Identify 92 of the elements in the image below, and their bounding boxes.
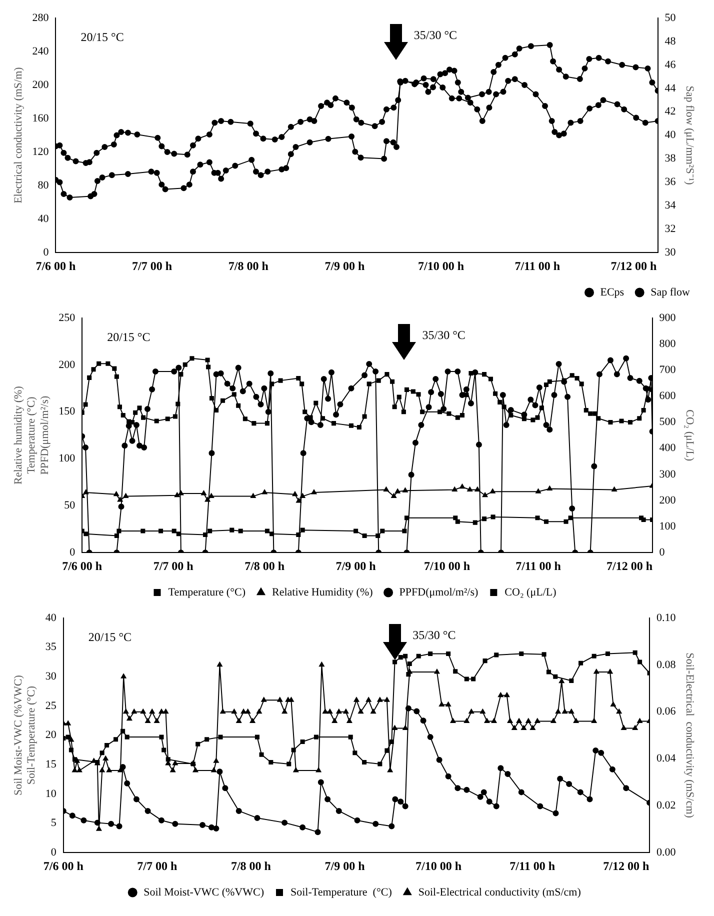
x-tick-label: 7/12 00 h: [610, 258, 658, 273]
y2-tick-label: 0.04: [656, 752, 676, 765]
x-tick-label: 7/9 00 h: [324, 858, 366, 873]
x-tick-label: 7/11 00 h: [516, 558, 562, 573]
legend-label: PPFD(μmol/m²/s): [399, 586, 479, 598]
y-tick-label: 0: [50, 846, 57, 858]
y-tick-label: 50: [64, 500, 76, 512]
y-tick-label: 35: [45, 641, 57, 654]
x-tick-label: 7/10 00 h: [416, 858, 462, 873]
x-tick-label: 7/12 00 h: [603, 858, 650, 873]
legend-label: Temperature (°C): [168, 586, 246, 598]
legend-label: Soil-Electrical conductivity (mS/cm): [418, 886, 582, 898]
y-axis-title: Electrical conductivity (mS/m): [12, 66, 24, 204]
legend-label: Soil-Temperature (°C): [290, 886, 392, 898]
y-tick-label: 160: [32, 112, 50, 124]
y-tick-label: 120: [32, 146, 50, 158]
y2-tick-label: 46: [664, 58, 676, 71]
legend-label: CO₂ (μL/L): [504, 586, 557, 598]
x-tick-label: 7/9 00 h: [336, 558, 376, 573]
legend-label: Sap flow: [650, 286, 690, 298]
y2-tick-label: 400: [659, 442, 676, 454]
y2-tick-label: 42: [664, 106, 676, 118]
x-tick-label: 7/6 00 h: [43, 858, 84, 873]
x-tick-label: 7/6 00 h: [62, 558, 102, 573]
x-tick-label: 7/9 00 h: [324, 258, 366, 273]
y2-tick-label: 800: [659, 338, 676, 350]
y2-tick-label: 500: [659, 416, 676, 428]
annotation: 35/30 °C: [414, 28, 458, 42]
annotation: 35/30 °C: [422, 328, 466, 342]
y-tick-label: 0: [70, 546, 76, 558]
y2-tick-label: 0.02: [656, 800, 676, 812]
x-tick-label: 7/7 00 h: [137, 858, 178, 873]
y2-tick-label: 0.06: [656, 706, 676, 718]
y2-axis-title: CO₂ (μL/L): [684, 410, 696, 462]
annotation: 35/30 °C: [412, 628, 456, 642]
y-tick-label: 10: [45, 788, 57, 800]
y2-tick-label: 36: [664, 176, 676, 188]
y-tick-label: 5: [50, 817, 57, 830]
y2-tick-label: 50: [664, 12, 676, 24]
legend-label: Relative Humidity (%): [272, 586, 374, 598]
y-tick-label: 20: [45, 729, 57, 742]
y-tick-label: 200: [58, 358, 76, 371]
y-tick-label: 100: [58, 452, 76, 465]
y2-axis-title: Sap flow (μL/mm²S⁻¹): [684, 86, 696, 186]
x-tick-label: 7/7 00 h: [132, 258, 172, 273]
x-tick-label: 7/6 00 h: [36, 258, 76, 273]
y-tick-label: 150: [58, 406, 76, 418]
y-tick-label: 80: [38, 179, 50, 192]
x-tick-label: 7/11 00 h: [514, 258, 560, 273]
y-tick-label: 30: [45, 670, 57, 683]
y2-tick-label: 900: [659, 312, 676, 324]
y-axis-title: Soil Moist-VWC (%VWC) Soil-Temperature (°C): [12, 674, 38, 796]
x-tick-label: 7/7 00 h: [153, 558, 194, 573]
y2-tick-label: 32: [664, 223, 676, 236]
legend-label: Soil Moist-VWC (%VWC): [144, 886, 264, 898]
y2-tick-label: 0.08: [656, 658, 676, 671]
y2-tick-label: 300: [659, 468, 676, 480]
legend-label: ECps: [600, 286, 624, 298]
y2-tick-label: 30: [664, 246, 676, 258]
y-tick-label: 280: [32, 12, 50, 24]
y-tick-label: 250: [58, 312, 76, 324]
y2-tick-label: 700: [659, 364, 676, 376]
x-tick-label: 7/11 00 h: [510, 858, 556, 873]
x-tick-label: 7/8 00 h: [244, 558, 285, 573]
y2-tick-label: 48: [664, 35, 676, 48]
y2-tick-label: 0.10: [656, 612, 676, 624]
y2-tick-label: 0.00: [656, 846, 676, 858]
y-tick-label: 25: [45, 700, 57, 712]
y2-tick-label: 600: [659, 390, 676, 402]
annotation: 20/15 °C: [88, 630, 132, 644]
y-tick-label: 0: [43, 246, 50, 258]
y2-tick-label: 0: [659, 546, 666, 558]
y2-tick-label: 40: [664, 129, 676, 142]
x-tick-label: 7/12 00 h: [606, 558, 653, 573]
y-tick-label: 240: [32, 45, 50, 58]
x-tick-label: 7/10 00 h: [418, 258, 464, 273]
x-tick-label: 7/8 00 h: [228, 258, 269, 273]
annotation: 20/15 °C: [107, 330, 150, 344]
y-tick-label: 40: [38, 212, 50, 225]
y2-tick-label: 38: [664, 152, 676, 165]
y-tick-label: 15: [45, 758, 57, 771]
y2-axis-title: Soil-Electrical conductivity (mS/cm): [684, 652, 696, 818]
y-tick-label: 40: [45, 612, 57, 624]
y-tick-label: 200: [32, 78, 50, 91]
x-tick-label: 7/8 00 h: [230, 858, 272, 873]
y2-tick-label: 200: [659, 494, 676, 506]
y2-tick-label: 44: [664, 82, 676, 94]
y2-tick-label: 100: [659, 520, 676, 532]
y-axis-title: Relative humidity (%) Temperature (°C) PPFD(μmol/m²/s): [12, 386, 51, 484]
annotation: 20/15 °C: [80, 30, 124, 44]
y2-tick-label: 34: [664, 200, 676, 212]
x-tick-label: 7/10 00 h: [424, 558, 470, 573]
